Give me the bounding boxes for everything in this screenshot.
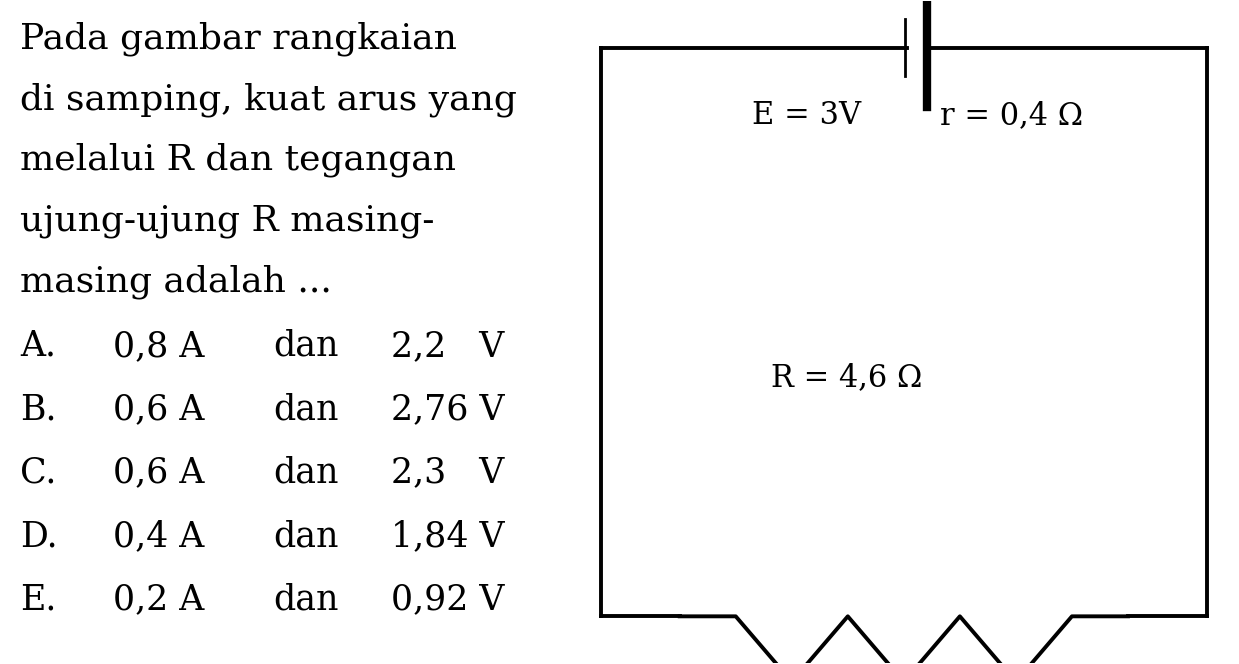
Text: masing adalah ...: masing adalah ...: [20, 264, 332, 299]
Text: Pada gambar rangkaian: Pada gambar rangkaian: [20, 21, 457, 56]
Text: r = 0,4 Ω: r = 0,4 Ω: [940, 100, 1083, 131]
Text: D.: D.: [20, 519, 57, 553]
Text: ujung-ujung R masing-: ujung-ujung R masing-: [20, 204, 435, 238]
Text: dan: dan: [274, 329, 338, 363]
Text: 2,2   V: 2,2 V: [390, 329, 504, 363]
Text: 0,4 A: 0,4 A: [113, 519, 204, 553]
Text: C.: C.: [20, 456, 56, 489]
Text: dan: dan: [274, 519, 338, 553]
Text: di samping, kuat arus yang: di samping, kuat arus yang: [20, 82, 517, 117]
Text: 1,84 V: 1,84 V: [390, 519, 504, 553]
Text: A.: A.: [20, 329, 56, 363]
Text: 0,2 A: 0,2 A: [113, 582, 204, 617]
Text: 0,6 A: 0,6 A: [113, 456, 204, 489]
Text: dan: dan: [274, 392, 338, 426]
Text: 0,6 A: 0,6 A: [113, 392, 204, 426]
Text: 0,8 A: 0,8 A: [113, 329, 204, 363]
Text: R = 4,6 Ω: R = 4,6 Ω: [771, 362, 922, 393]
Text: dan: dan: [274, 582, 338, 617]
Text: dan: dan: [274, 456, 338, 489]
Text: B.: B.: [20, 392, 57, 426]
Text: 0,92 V: 0,92 V: [390, 582, 504, 617]
Text: 2,76 V: 2,76 V: [390, 392, 504, 426]
Text: E.: E.: [20, 582, 56, 617]
Text: E = 3V: E = 3V: [752, 100, 861, 131]
Text: 2,3   V: 2,3 V: [390, 456, 504, 489]
Text: melalui R dan tegangan: melalui R dan tegangan: [20, 143, 456, 177]
